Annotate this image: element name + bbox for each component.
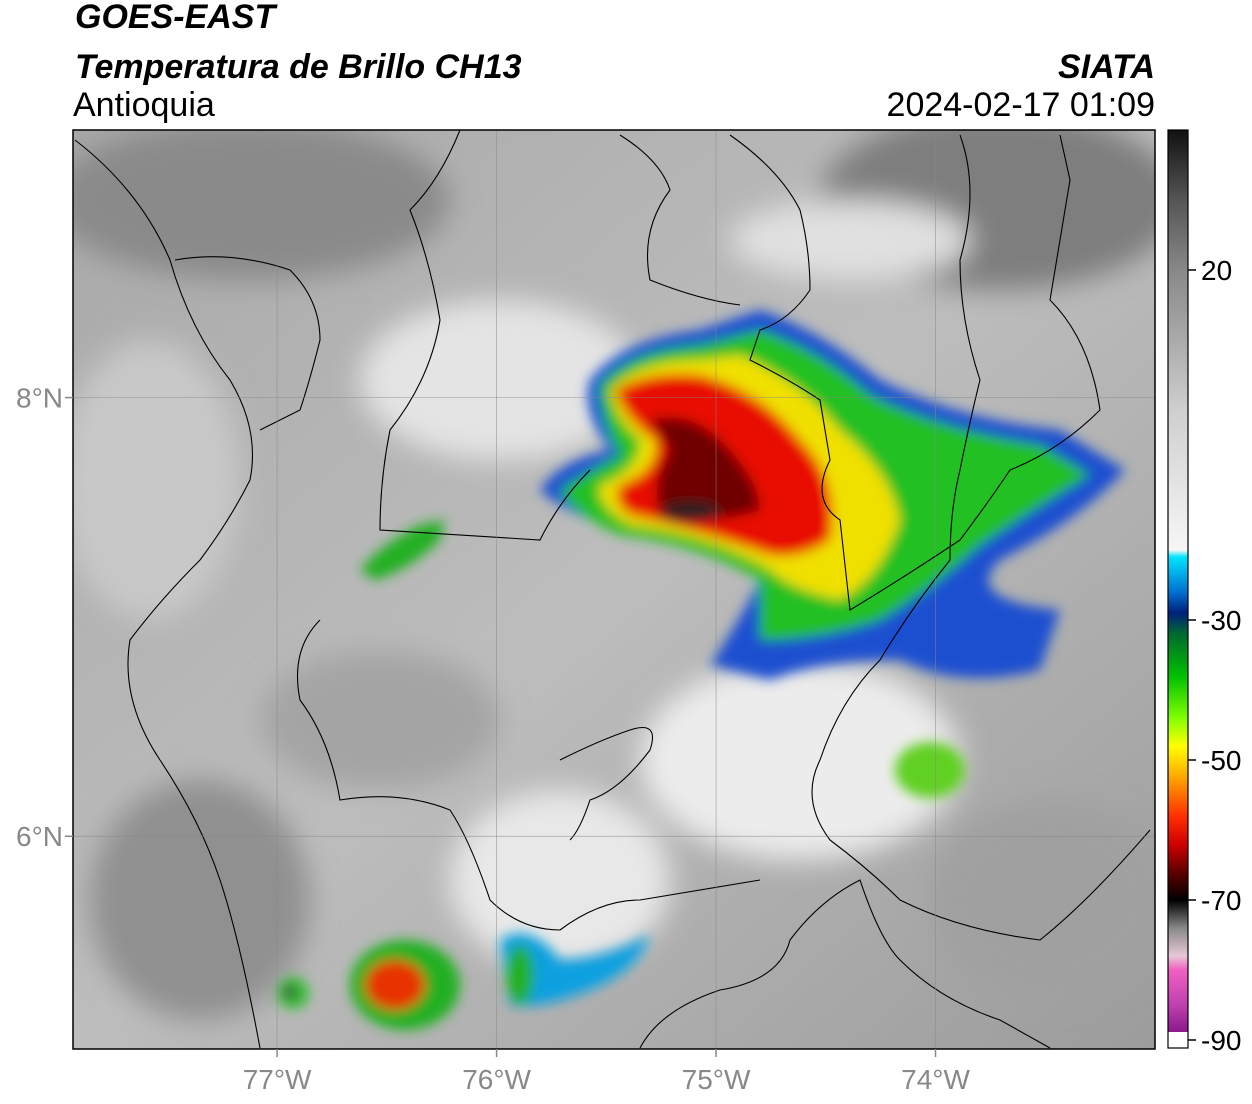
colorbar-tick-label: -50	[1201, 745, 1241, 776]
gridlines	[73, 130, 1155, 1049]
x-tick-label: 74°W	[901, 1064, 970, 1095]
title: GOES-EAST	[75, 0, 278, 36]
colorbar-under	[1168, 1032, 1188, 1048]
region: Antioquia	[73, 86, 215, 124]
colorbar-tick-label: 20	[1201, 255, 1232, 286]
borders	[74, 130, 1151, 1049]
colorbar-tick-label: -70	[1201, 885, 1241, 916]
source: SIATA	[1058, 48, 1155, 86]
cloud-field	[73, 130, 1155, 1020]
colorbar-frame	[1167, 129, 1189, 1049]
imagery	[73, 130, 1155, 1049]
x-tick-label: 75°W	[682, 1064, 751, 1095]
convective-cells	[277, 310, 1125, 1030]
colorbar-tick-label: -30	[1201, 605, 1241, 636]
axes: 77°W 76°W 75°W 74°W 6°N 8°N	[16, 383, 970, 1095]
datetime: 2024-02-17 01:09	[887, 86, 1155, 124]
y-tick-label: 6°N	[16, 821, 63, 852]
x-tick-label: 77°W	[243, 1064, 312, 1095]
x-tick-label: 76°W	[462, 1064, 531, 1095]
colorbar-axis: 20 -30 -50 -70 -90	[1188, 255, 1241, 1056]
subtitle: Temperatura de Brillo CH13	[75, 48, 522, 86]
y-tick-label: 8°N	[16, 383, 63, 414]
map-frame	[72, 129, 1156, 1050]
colorbar-tick-label: -90	[1201, 1025, 1241, 1056]
colorbar	[1168, 130, 1188, 1032]
